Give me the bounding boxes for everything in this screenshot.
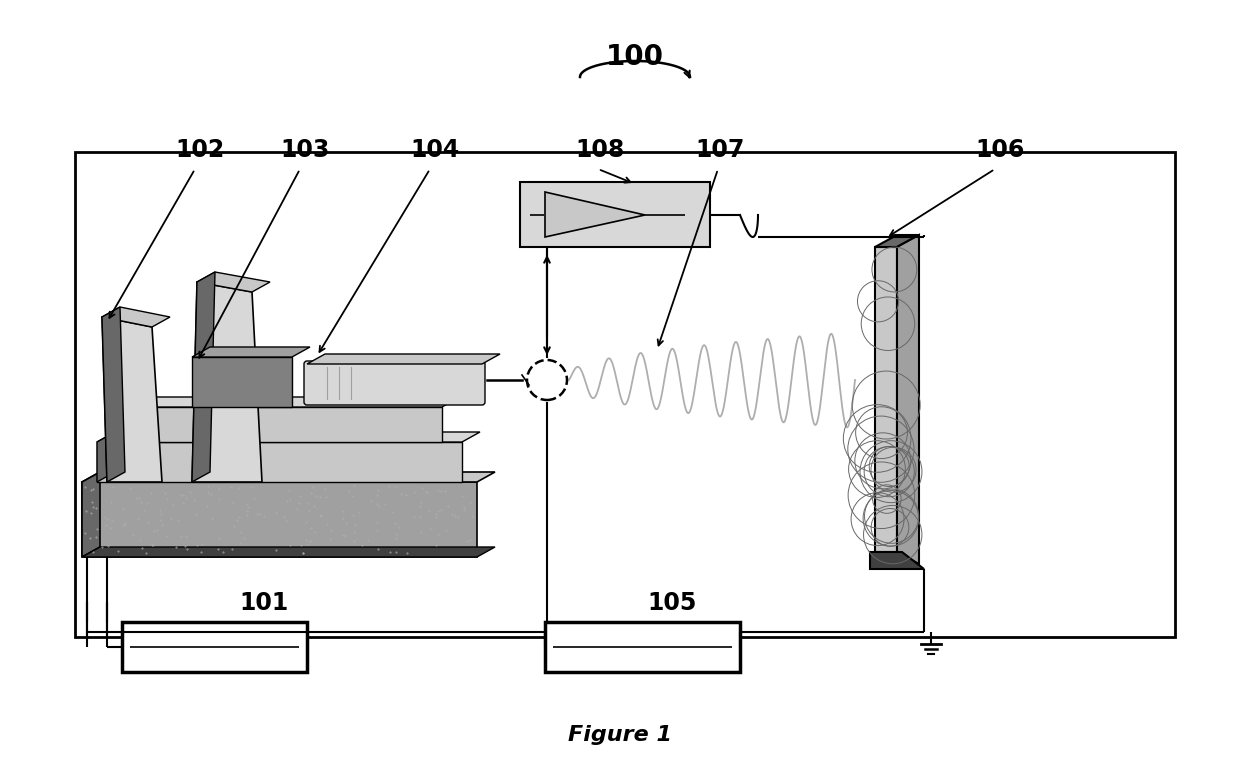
Polygon shape	[102, 317, 162, 482]
FancyBboxPatch shape	[192, 357, 291, 407]
Polygon shape	[308, 354, 500, 364]
Polygon shape	[546, 192, 645, 237]
Polygon shape	[875, 235, 919, 247]
FancyBboxPatch shape	[122, 622, 308, 672]
Polygon shape	[82, 472, 100, 557]
Polygon shape	[102, 307, 170, 327]
Text: 108: 108	[575, 138, 625, 162]
FancyBboxPatch shape	[520, 182, 711, 247]
Text: 100: 100	[606, 43, 663, 71]
Text: 103: 103	[280, 138, 330, 162]
FancyBboxPatch shape	[122, 407, 441, 442]
Polygon shape	[192, 272, 215, 482]
Polygon shape	[192, 347, 310, 357]
Polygon shape	[82, 547, 495, 557]
Text: 101: 101	[239, 591, 288, 615]
Text: 106: 106	[976, 138, 1024, 162]
Polygon shape	[870, 552, 924, 569]
FancyBboxPatch shape	[546, 622, 740, 672]
Polygon shape	[97, 432, 480, 442]
Text: 105: 105	[647, 591, 697, 615]
Polygon shape	[82, 472, 495, 482]
Polygon shape	[897, 235, 919, 564]
FancyBboxPatch shape	[875, 247, 897, 552]
FancyBboxPatch shape	[82, 482, 477, 557]
Text: 107: 107	[696, 138, 745, 162]
Text: 102: 102	[175, 138, 224, 162]
Text: Figure 1: Figure 1	[568, 725, 672, 745]
Polygon shape	[197, 272, 270, 292]
Polygon shape	[122, 397, 140, 442]
FancyBboxPatch shape	[304, 361, 485, 405]
Polygon shape	[122, 397, 460, 407]
FancyBboxPatch shape	[97, 442, 463, 482]
Polygon shape	[192, 282, 262, 482]
Polygon shape	[102, 307, 125, 482]
Text: 104: 104	[410, 138, 460, 162]
Polygon shape	[97, 432, 115, 482]
